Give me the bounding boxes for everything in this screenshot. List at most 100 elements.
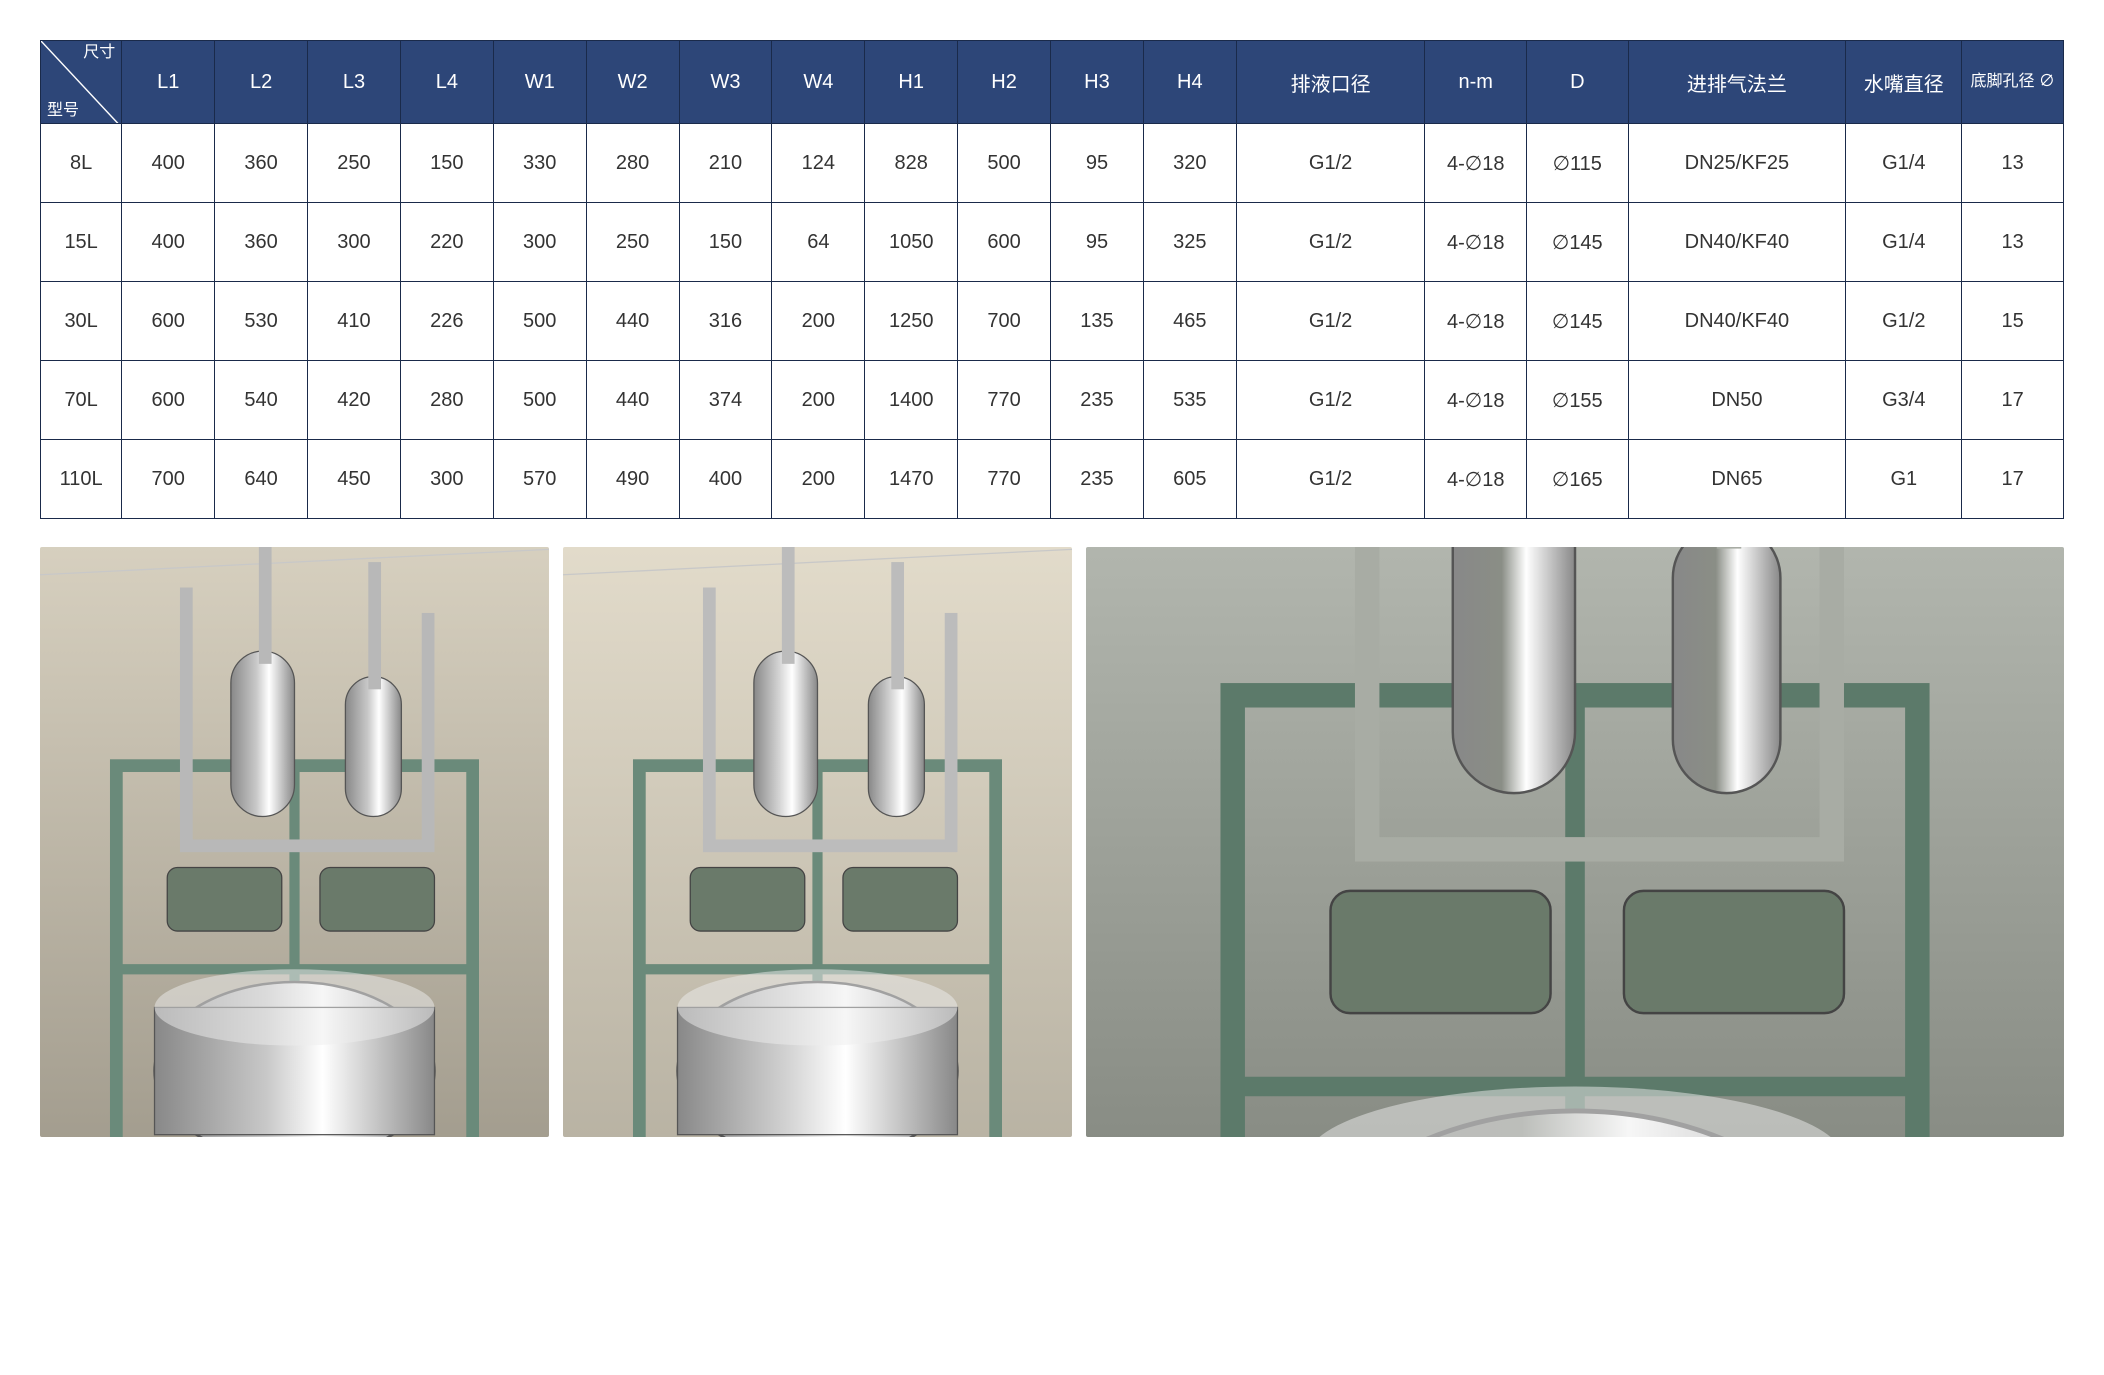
cell-value: G1/4 [1846,124,1962,203]
cell-value: 250 [586,203,679,282]
cell-model: 110L [41,440,122,519]
cell-value: 700 [958,282,1051,361]
equipment-photo: factory-equipment-2 [563,547,1072,1137]
table-row: 8L40036025015033028021012482850095320G1/… [41,124,2064,203]
col-L2: L2 [215,41,308,124]
header-model-size: 尺寸 型号 [41,41,122,124]
cell-value: ∅155 [1527,361,1629,440]
cell-value: 4-∅18 [1425,361,1527,440]
col-flange: 进排气法兰 [1628,41,1846,124]
table-row: 110L700640450300570490400200147077023560… [41,440,2064,519]
cell-value: 500 [493,282,586,361]
cell-value: 1470 [865,440,958,519]
table-row: 70L6005404202805004403742001400770235535… [41,361,2064,440]
cell-model: 30L [41,282,122,361]
cell-value: 250 [308,124,401,203]
cell-value: G1/2 [1236,282,1425,361]
col-drain: 排液口径 [1236,41,1425,124]
cell-value: 700 [122,440,215,519]
cell-value: 13 [1962,124,2064,203]
cell-value: G1/2 [1846,282,1962,361]
cell-value: G1 [1846,440,1962,519]
cell-value: 320 [1143,124,1236,203]
col-H3: H3 [1051,41,1144,124]
cell-value: 828 [865,124,958,203]
cell-value: 4-∅18 [1425,440,1527,519]
cell-value: 64 [772,203,865,282]
cell-value: 1250 [865,282,958,361]
cell-value: DN65 [1628,440,1846,519]
cell-value: 500 [493,361,586,440]
cell-value: 500 [958,124,1051,203]
table-header: 尺寸 型号 L1 L2 L3 L4 W1 W2 W3 W4 H1 H2 H3 H… [41,41,2064,124]
cell-value: 440 [586,361,679,440]
cell-value: 15 [1962,282,2064,361]
cell-value: ∅115 [1527,124,1629,203]
col-D: D [1527,41,1629,124]
cell-value: 300 [308,203,401,282]
cell-value: 360 [215,203,308,282]
header-size-label: 尺寸 [83,45,115,61]
cell-value: 1400 [865,361,958,440]
cell-value: G1/4 [1846,203,1962,282]
equipment-photo: factory-equipment-1 [40,547,549,1137]
cell-value: 95 [1051,124,1144,203]
cell-model: 8L [41,124,122,203]
col-L4: L4 [400,41,493,124]
cell-value: 450 [308,440,401,519]
cell-value: 490 [586,440,679,519]
cell-value: 135 [1051,282,1144,361]
cell-value: 330 [493,124,586,203]
spec-table: 尺寸 型号 L1 L2 L3 L4 W1 W2 W3 W4 H1 H2 H3 H… [40,40,2064,519]
cell-value: 400 [122,124,215,203]
cell-value: 300 [493,203,586,282]
cell-value: 570 [493,440,586,519]
col-W2: W2 [586,41,679,124]
cell-value: 235 [1051,440,1144,519]
col-W3: W3 [679,41,772,124]
cell-value: 226 [400,282,493,361]
table-body: 8L40036025015033028021012482850095320G1/… [41,124,2064,519]
cell-value: G1/2 [1236,203,1425,282]
photo-row: factory-equipment-1 [40,547,2064,1137]
cell-value: 400 [679,440,772,519]
cell-value: 400 [122,203,215,282]
cell-value: 600 [122,361,215,440]
cell-value: 200 [772,361,865,440]
col-W4: W4 [772,41,865,124]
cell-value: 220 [400,203,493,282]
cell-value: 410 [308,282,401,361]
col-H4: H4 [1143,41,1236,124]
cell-value: 640 [215,440,308,519]
cell-value: 13 [1962,203,2064,282]
cell-value: 280 [586,124,679,203]
table-row: 15L40036030022030025015064105060095325G1… [41,203,2064,282]
cell-model: 70L [41,361,122,440]
cell-model: 15L [41,203,122,282]
cell-value: G1/2 [1236,440,1425,519]
cell-value: 150 [679,203,772,282]
cell-value: DN40/KF40 [1628,203,1846,282]
cell-value: G3/4 [1846,361,1962,440]
cell-value: 420 [308,361,401,440]
cell-value: 465 [1143,282,1236,361]
cell-value: ∅145 [1527,282,1629,361]
cell-value: 325 [1143,203,1236,282]
cell-value: DN40/KF40 [1628,282,1846,361]
cell-value: 600 [958,203,1051,282]
cell-value: 235 [1051,361,1144,440]
cell-value: 124 [772,124,865,203]
cell-value: 200 [772,282,865,361]
col-foot-hole: 底脚孔径 ∅ [1962,41,2064,124]
cell-value: 316 [679,282,772,361]
cell-value: 770 [958,361,1051,440]
cell-value: 4-∅18 [1425,203,1527,282]
col-H2: H2 [958,41,1051,124]
cell-value: 17 [1962,361,2064,440]
cell-value: 770 [958,440,1051,519]
cell-value: 535 [1143,361,1236,440]
col-nozzle: 水嘴直径 [1846,41,1962,124]
header-model-label: 型号 [47,103,79,119]
cell-value: DN50 [1628,361,1846,440]
cell-value: 440 [586,282,679,361]
